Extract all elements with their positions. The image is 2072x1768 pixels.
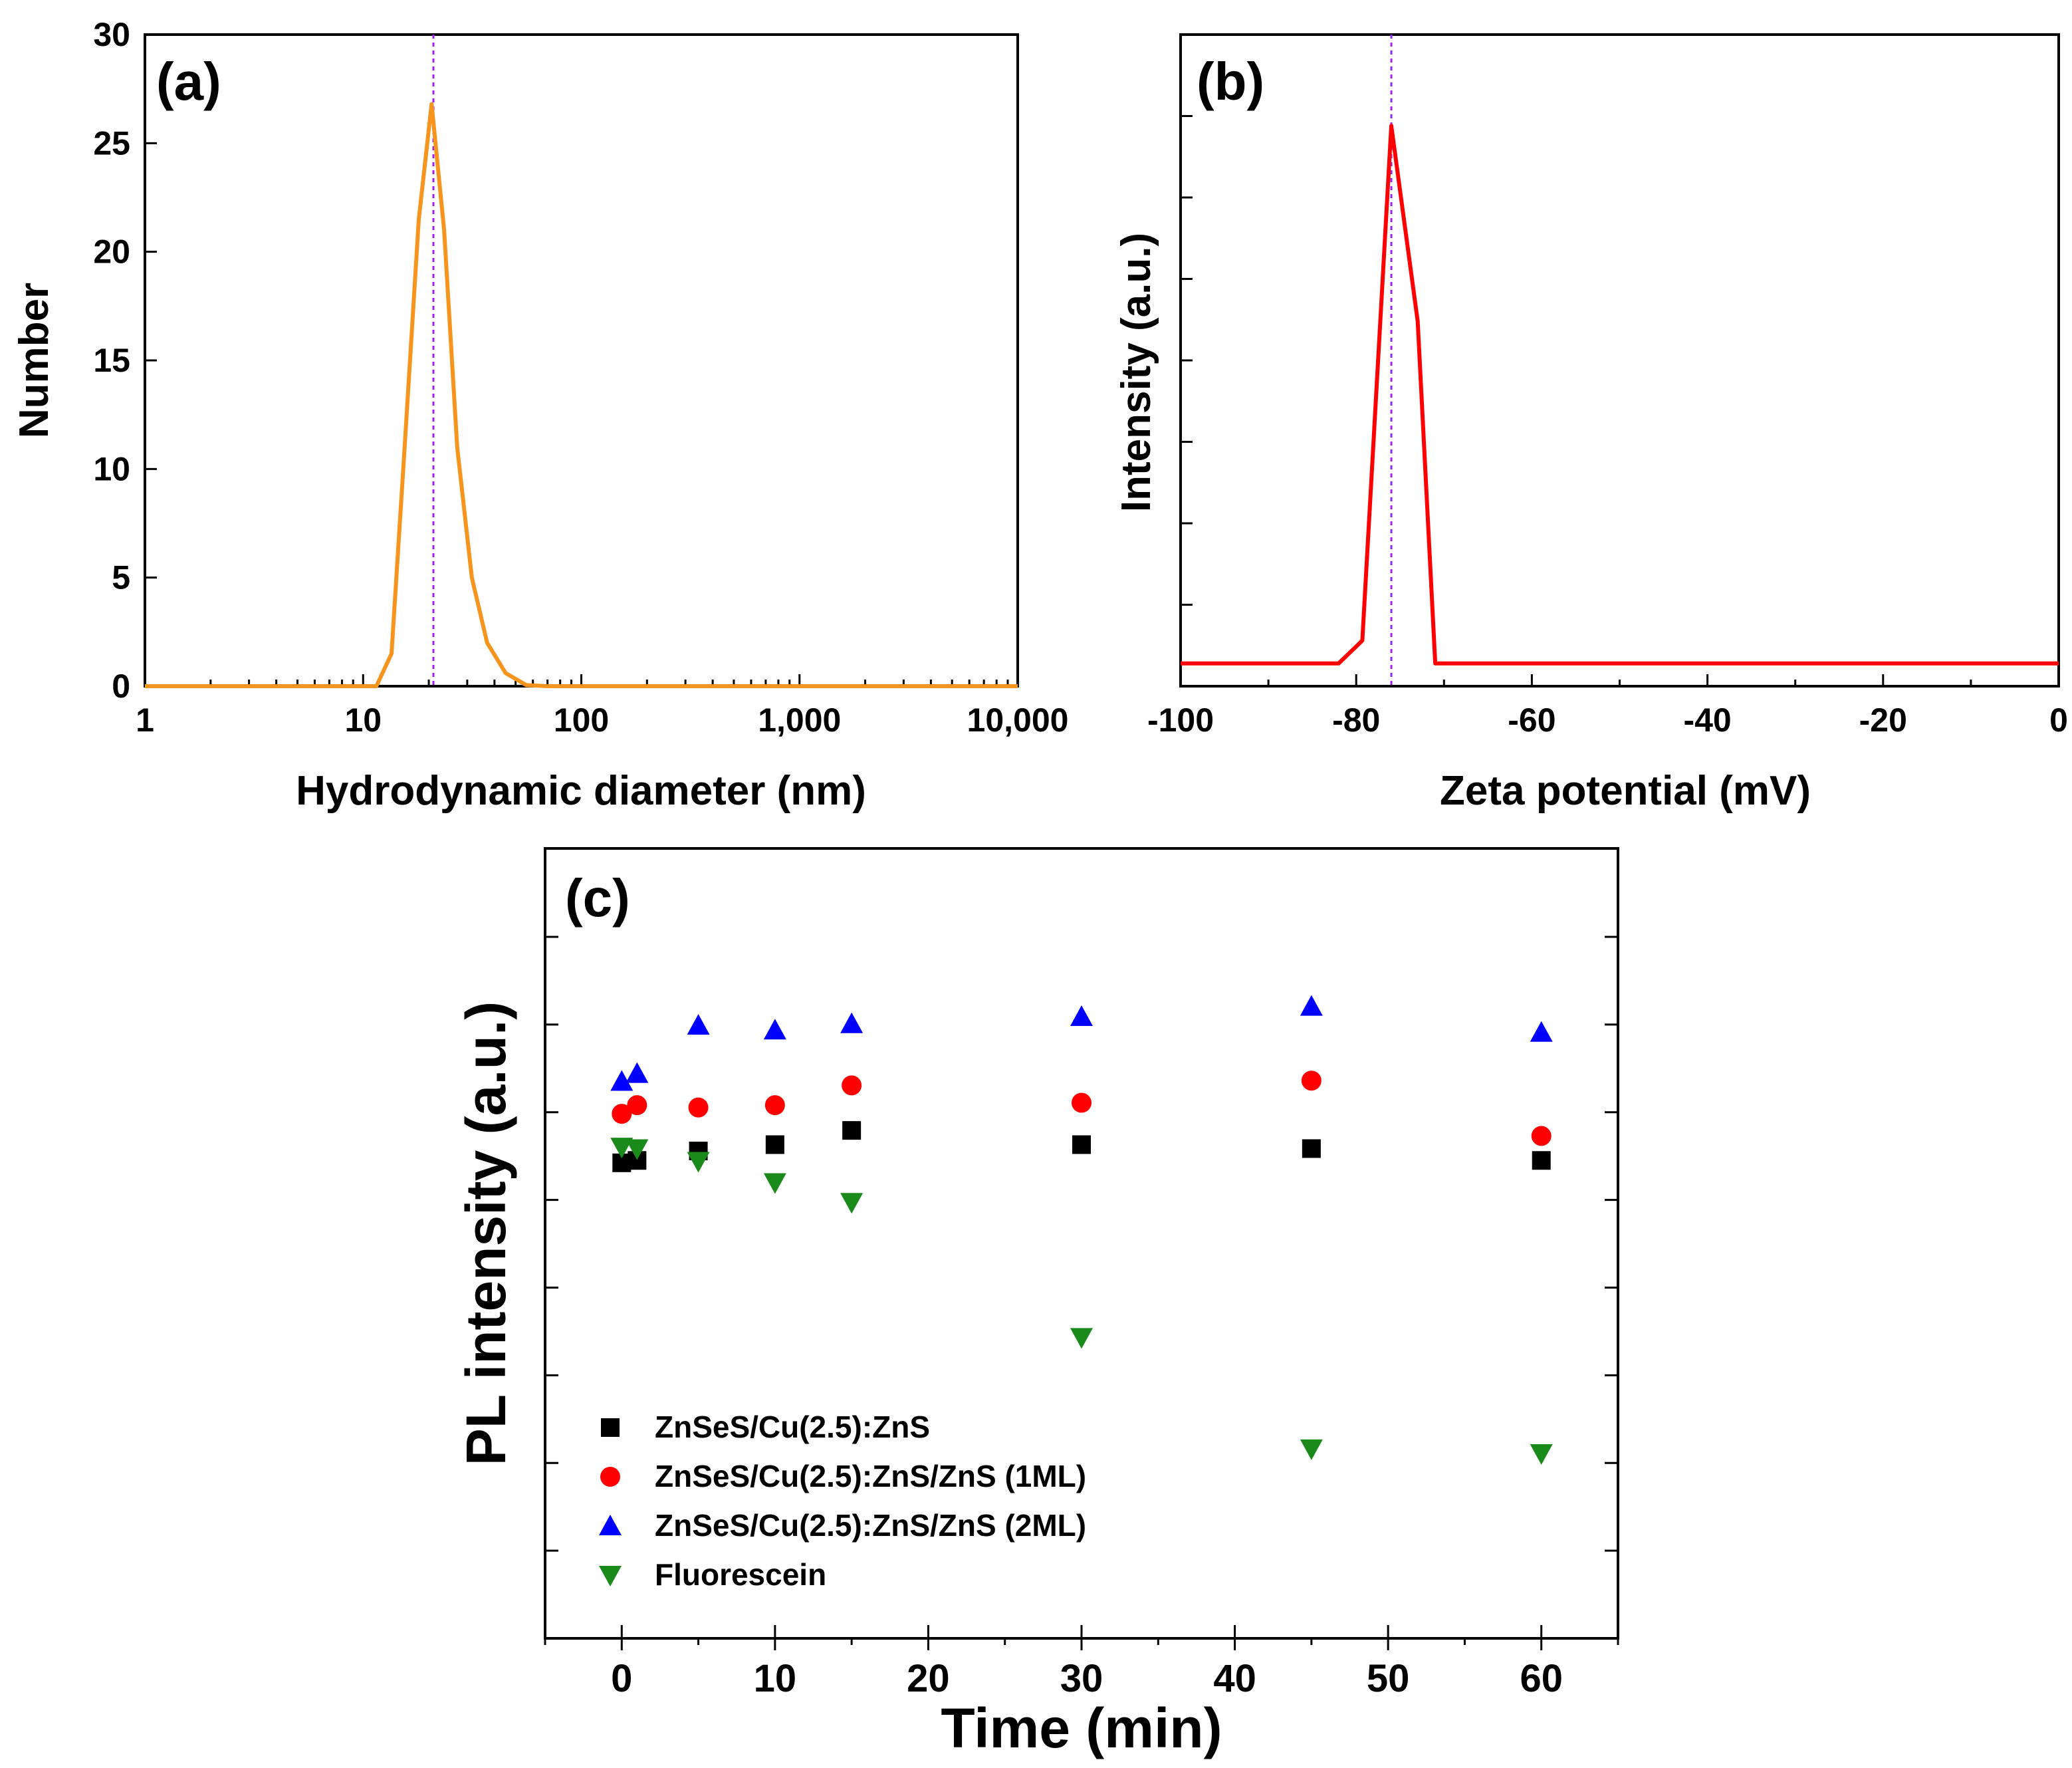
panel-b-x-tick-label: -100 [1147,701,1214,739]
panel-a-y-tick-label: 10 [93,450,130,487]
panel-a-y-tick-label: 30 [93,16,130,53]
panel-c-x-tick-label: 40 [1213,1657,1256,1700]
panel-b-zeta-potential-chart: -100 -80 -60 -40 -20 0 (b) Zeta potential (mV… [1113,33,2068,814]
panel-c-ticks [544,936,1619,1650]
panel-c-point-series-2 [842,1075,862,1096]
legend-symbol-series-3 [599,1515,622,1535]
panel-c-plot-frame [544,847,1619,1640]
legend-symbol-series-4 [599,1566,622,1586]
panel-b-ticks [1179,33,2060,686]
panel-b-x-tick-label: -60 [1508,701,1555,739]
legend-marker-series-2 [600,1467,620,1487]
panel-c-point-series-2 [1531,1126,1552,1146]
panel-c-point-series-4 [763,1173,786,1194]
panel-a-x-tick-label: 10 [344,701,382,739]
panel-b-x-tick-label: -80 [1332,701,1380,739]
panel-b-series-line [1181,124,2059,666]
panel-c-legend: ZnSeS/Cu(2.5):ZnS ZnSeS/Cu(2.5):ZnS/ZnS … [599,1410,1086,1592]
panel-c-point-series-2 [688,1097,709,1118]
panel-c-x-tick-label: 60 [1520,1657,1563,1700]
panel-c-x-tick-labels: 0 10 20 30 40 50 60 [611,1657,1563,1700]
panel-c-point-series-2 [627,1095,647,1116]
panel-c-label: (c) [565,868,630,928]
panel-a-label: (a) [156,52,221,111]
panel-b-plot-frame [1179,33,2060,688]
panel-a-y-tick-label: 5 [112,559,130,596]
panel-c-point-series-4 [1530,1444,1553,1465]
panel-c-point-series-2 [764,1095,785,1116]
legend-marker-series-1 [601,1418,620,1437]
panel-c-point-series-1 [1302,1139,1321,1158]
panel-c-point-series-1 [1072,1135,1091,1154]
panel-c-point-series-3 [840,1012,863,1033]
legend-label-series-4: Fluorescein [655,1557,826,1592]
panel-a-y-tick-label: 20 [93,233,130,271]
panel-c-data-markers [610,995,1553,1465]
panel-a-x-tick-label: 100 [554,701,609,739]
panel-c-point-series-3 [626,1062,649,1083]
panel-c-point-series-2 [1301,1071,1322,1091]
legend-symbol-series-2 [600,1467,620,1487]
panel-a-x-axis-title: Hydrodynamic diameter (nm) [296,768,866,814]
panel-a-x-tick-label: 10,000 [967,701,1069,739]
panel-c-x-tick-label: 30 [1060,1657,1103,1700]
panel-a-hydrodynamic-diameter-chart: 1 10 100 1,000 10,000 0 5 10 15 20 25 30 (a) Hydro… [11,16,1068,814]
panel-b-x-tick-labels: -100 -80 -60 -40 -20 0 [1147,701,2068,739]
panel-c-point-series-1 [842,1121,862,1140]
legend-label-series-2: ZnSeS/Cu(2.5):ZnS/ZnS (1ML) [655,1459,1086,1493]
panel-a-x-tick-label: 1,000 [758,701,841,739]
legend-marker-series-4 [599,1566,622,1586]
panel-c-x-tick-label: 0 [611,1657,632,1700]
panel-a-series-line [145,102,1018,688]
panel-c-point-series-1 [765,1135,784,1154]
panel-b-x-axis-title: Zeta potential (mV) [1440,768,1811,814]
panel-c-point-series-4 [840,1193,863,1214]
panel-c-point-series-4 [687,1152,710,1173]
panel-c-point-series-4 [626,1139,649,1160]
legend-label-series-3: ZnSeS/Cu(2.5):ZnS/ZnS (2ML) [655,1508,1086,1543]
panel-a-y-tick-label: 15 [93,342,130,379]
panel-a-x-tick-labels: 1 10 100 1,000 10,000 [136,701,1068,739]
panel-c-point-series-2 [1072,1092,1092,1113]
panel-a-y-axis-title: Number [11,283,57,438]
legend-marker-series-3 [599,1515,622,1535]
panel-a-y-tick-labels: 0 5 10 15 20 25 30 [93,16,130,705]
panel-c-point-series-3 [1070,1005,1093,1027]
panel-c-point-series-2 [612,1104,632,1124]
panel-c-point-series-4 [610,1138,633,1159]
panel-c-x-tick-label: 10 [754,1657,797,1700]
panel-a-y-tick-label: 0 [112,668,130,705]
panel-c-point-series-3 [687,1014,710,1035]
panel-c-point-series-4 [1070,1328,1093,1349]
panel-c-point-series-3 [763,1019,786,1040]
panel-b-x-tick-label: -20 [1859,701,1907,739]
legend-label-series-1: ZnSeS/Cu(2.5):ZnS [655,1410,930,1444]
panel-b-x-tick-label: 0 [2049,701,2068,739]
panel-c-pl-intensity-chart: 0 10 20 30 40 50 60 (c) Time (min) PL intensit… [455,847,1619,1759]
panel-c-y-axis-title: PL intensity (a.u.) [455,1001,517,1466]
panel-c-x-tick-label: 20 [907,1657,950,1700]
panel-c-point-series-1 [1532,1151,1551,1170]
panel-b-y-axis-title: Intensity (a.u.) [1113,233,1159,512]
panel-a-plot-frame [144,33,1019,688]
panel-c-x-tick-label: 50 [1367,1657,1410,1700]
panel-b-label: (b) [1197,52,1264,111]
panel-c-point-series-3 [610,1070,633,1091]
panel-c-point-series-3 [1300,995,1323,1016]
panel-a-y-tick-label: 25 [93,124,130,162]
panel-b-x-tick-label: -40 [1683,701,1731,739]
panel-c-point-series-4 [1300,1439,1323,1460]
panel-a-x-tick-label: 1 [136,701,154,739]
panel-c-point-series-3 [1530,1021,1553,1042]
legend-symbol-series-1 [601,1418,620,1437]
panel-c-x-axis-title: Time (min) [941,1697,1222,1759]
